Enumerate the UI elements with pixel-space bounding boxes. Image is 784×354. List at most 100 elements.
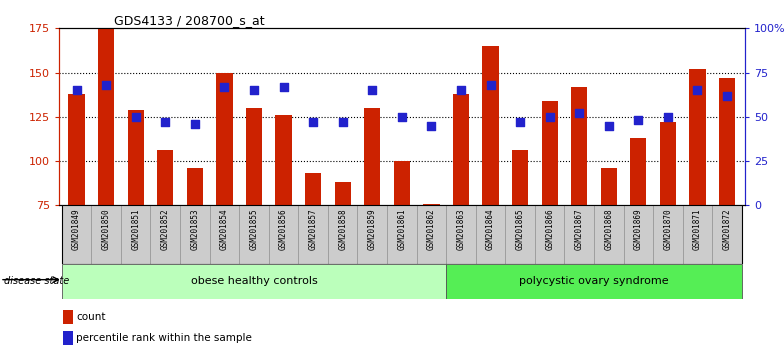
Bar [446,264,742,299]
Bar [506,205,535,264]
Point [425,123,437,129]
Text: GSM201865: GSM201865 [516,208,524,250]
Point [514,119,526,125]
Bar [269,205,298,264]
Point [71,87,83,93]
Point [248,87,260,93]
Bar [62,264,446,299]
Text: GSM201857: GSM201857 [309,208,318,250]
Point [632,118,644,123]
Bar [512,150,528,205]
Bar [623,205,653,264]
Bar [719,78,735,205]
Bar [387,205,416,264]
Point [336,119,349,125]
Text: GSM201852: GSM201852 [161,208,170,250]
Text: GSM201869: GSM201869 [633,208,643,250]
Text: GSM201864: GSM201864 [486,208,495,250]
Bar [62,205,91,264]
Point [129,114,142,120]
Text: GSM201858: GSM201858 [338,208,347,250]
Bar [594,205,623,264]
Bar [482,46,499,205]
Point [662,114,674,120]
Point [485,82,497,88]
Bar [151,205,180,264]
Bar [394,161,410,205]
Point [188,121,201,127]
Bar [630,138,647,205]
Bar [305,173,321,205]
Bar [564,205,594,264]
Bar [453,94,469,205]
Text: GSM201871: GSM201871 [693,208,702,250]
Bar [689,69,706,205]
Point [603,123,615,129]
Bar [239,205,269,264]
Text: GSM201861: GSM201861 [397,208,406,250]
Point [159,119,172,125]
Text: GSM201866: GSM201866 [545,208,554,250]
Text: count: count [76,312,106,322]
Bar [216,73,233,205]
Bar [653,205,683,264]
Bar [571,87,587,205]
Point [395,114,408,120]
Point [100,82,112,88]
Point [307,119,319,125]
Bar [246,108,262,205]
Text: GSM201850: GSM201850 [102,208,111,250]
Bar [660,122,676,205]
Point [573,110,586,116]
Text: GSM201855: GSM201855 [249,208,259,250]
Bar [423,204,440,205]
Text: GSM201851: GSM201851 [131,208,140,250]
Bar [187,168,203,205]
Bar [63,331,72,345]
Bar [63,310,72,324]
Bar [535,205,564,264]
Bar [416,205,446,264]
Text: GSM201870: GSM201870 [663,208,673,250]
Bar [128,110,143,205]
Point [720,93,733,98]
Bar [542,101,557,205]
Text: GSM201859: GSM201859 [368,208,377,250]
Bar [157,150,173,205]
Text: GSM201862: GSM201862 [426,208,436,250]
Text: GSM201863: GSM201863 [456,208,466,250]
Text: percentile rank within the sample: percentile rank within the sample [76,333,252,343]
Text: GSM201856: GSM201856 [279,208,288,250]
Bar [364,108,380,205]
Text: obese healthy controls: obese healthy controls [191,276,318,286]
Text: polycystic ovary syndrome: polycystic ovary syndrome [519,276,669,286]
Text: disease state: disease state [4,276,69,286]
Bar [476,205,506,264]
Bar [601,168,617,205]
Bar [209,205,239,264]
Bar [121,205,151,264]
Point [455,87,467,93]
Text: GSM201867: GSM201867 [575,208,584,250]
Bar [358,205,387,264]
Point [543,114,556,120]
Point [366,87,379,93]
Point [278,84,290,90]
Bar [68,94,85,205]
Bar [446,205,476,264]
Text: GSM201854: GSM201854 [220,208,229,250]
Bar [180,205,209,264]
Text: GSM201853: GSM201853 [191,208,199,250]
Bar [298,205,328,264]
Bar [713,205,742,264]
Bar [335,182,350,205]
Text: GSM201868: GSM201868 [604,208,613,250]
Bar [91,205,121,264]
Text: GSM201849: GSM201849 [72,208,81,250]
Bar [275,115,292,205]
Point [691,87,704,93]
Bar [328,205,358,264]
Text: GDS4133 / 208700_s_at: GDS4133 / 208700_s_at [114,14,264,27]
Bar [683,205,713,264]
Point [218,84,230,90]
